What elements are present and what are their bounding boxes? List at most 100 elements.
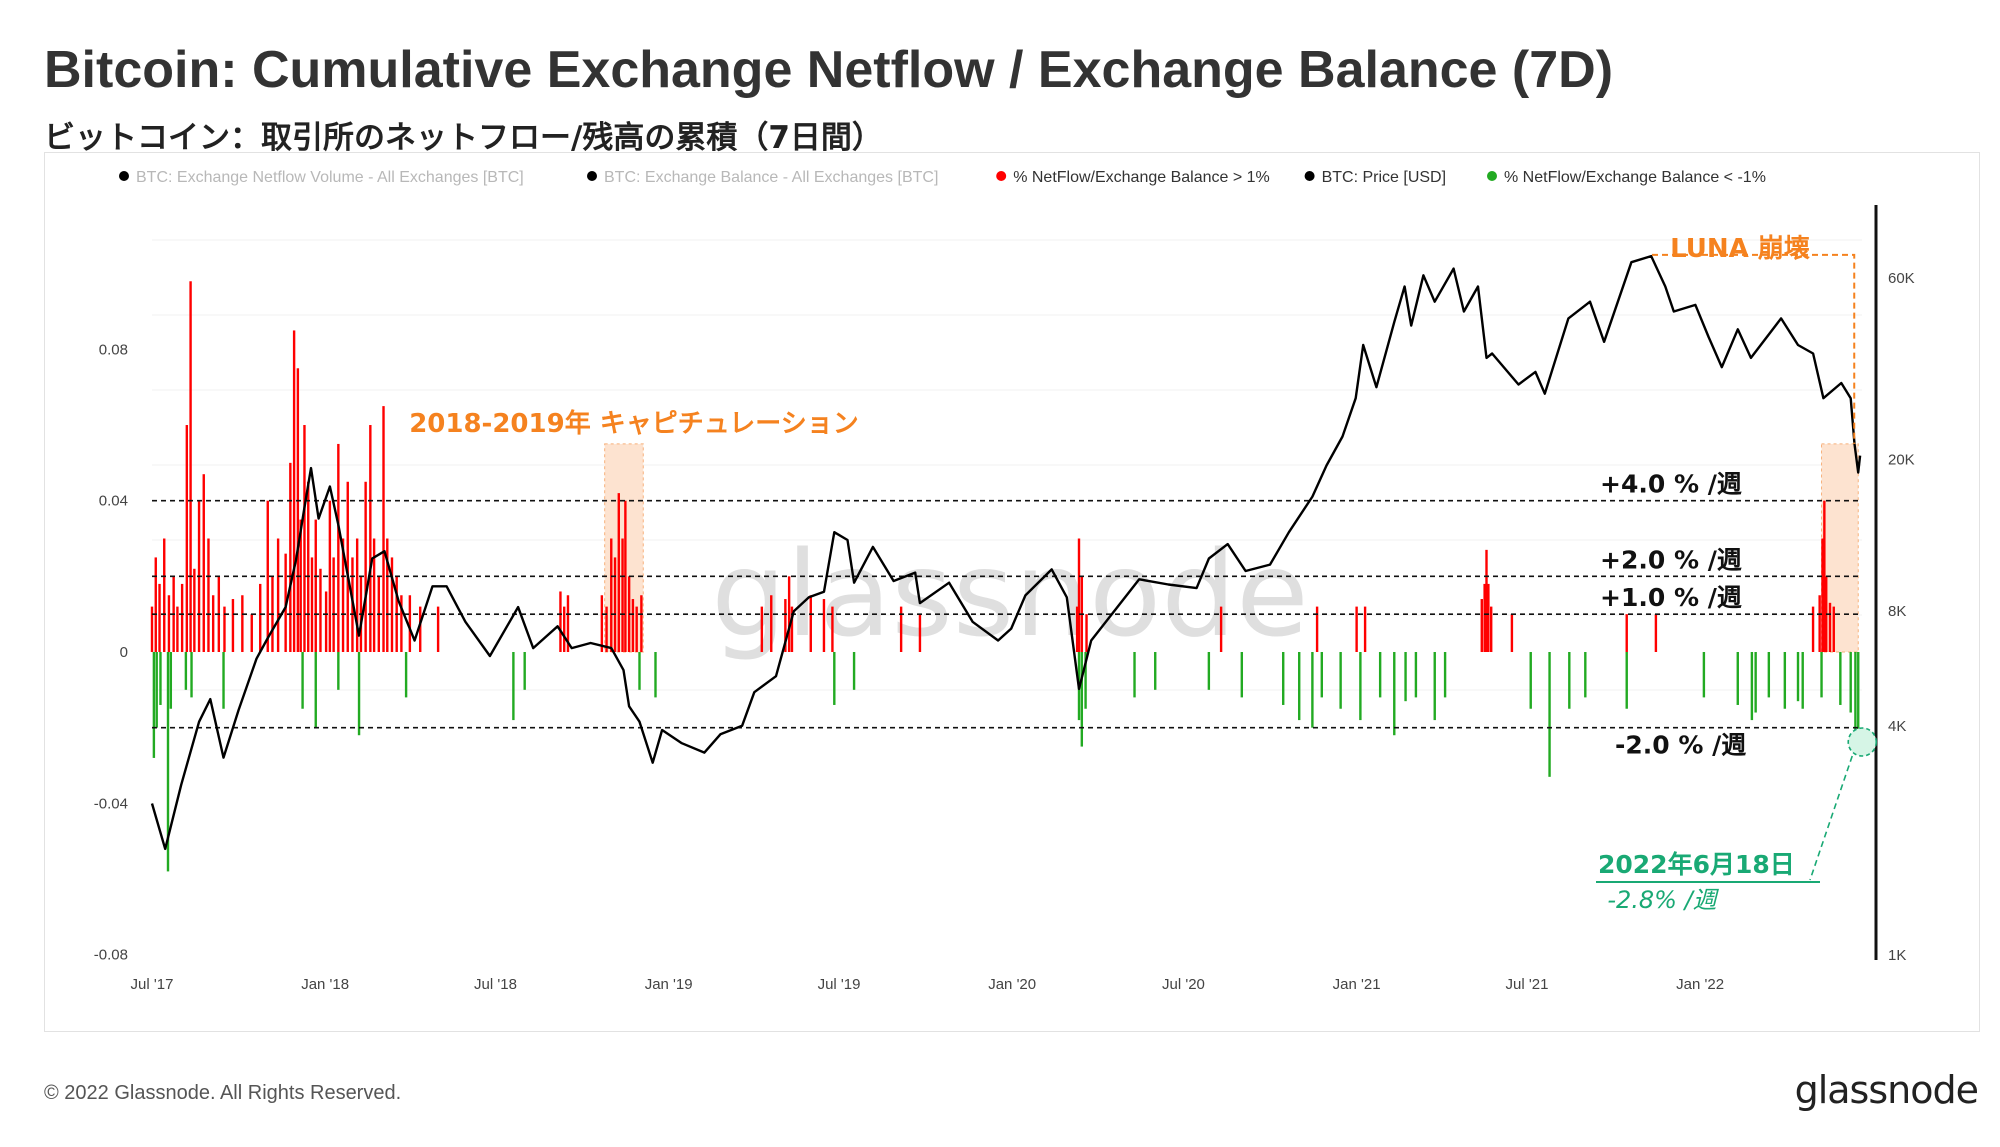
positive-bar	[419, 606, 422, 652]
legend-marker-2	[996, 171, 1007, 181]
negative-bar	[523, 652, 526, 690]
positive-bar	[299, 519, 302, 652]
positive-bar	[408, 595, 412, 652]
negative-bar	[190, 652, 193, 698]
positive-bar	[154, 557, 157, 652]
negative-bar	[1393, 652, 1396, 736]
legend-label-0: BTC: Exchange Netflow Volume - All Excha…	[136, 169, 524, 186]
positive-bar	[337, 443, 340, 652]
positive-bar	[640, 595, 643, 652]
x-tick-2: Jul '18	[474, 976, 517, 993]
positive-bar	[176, 606, 179, 652]
negative-bar	[1339, 652, 1342, 709]
positive-bar	[605, 606, 608, 652]
negative-bar	[337, 652, 340, 690]
price-series-line	[150, 254, 1862, 851]
legend-label-4: % NetFlow/Exchange Balance < -1%	[1504, 169, 1766, 186]
positive-bar	[559, 591, 562, 652]
positive-bar	[296, 368, 300, 652]
callout-value-label: -2.8% /週	[1607, 886, 1719, 914]
y-right-tick-4: 1K	[1888, 947, 1906, 964]
positive-bar	[1480, 599, 1483, 652]
negative-bar	[166, 652, 170, 872]
price-line	[150, 254, 1862, 851]
negative-bar	[301, 652, 304, 709]
positive-bar	[1811, 606, 1815, 652]
positive-bar	[180, 583, 184, 652]
negative-bar	[1702, 652, 1706, 698]
negative-bar	[1529, 652, 1532, 709]
negative-bar	[404, 652, 408, 698]
negative-bar	[1311, 652, 1314, 728]
negative-bar	[1548, 652, 1551, 777]
positive-bar	[624, 500, 627, 652]
positive-bar	[1355, 606, 1358, 652]
positive-bar	[223, 606, 226, 652]
negative-bar	[184, 652, 188, 690]
positive-bar	[314, 519, 317, 652]
positive-bar	[185, 425, 189, 652]
x-tick-5: Jan '20	[988, 976, 1036, 993]
positive-bar	[784, 599, 787, 652]
x-tick-3: Jan '19	[645, 976, 693, 993]
positive-bar	[610, 538, 613, 652]
x-tick-0: Jul '17	[131, 976, 174, 993]
callout-leader	[1809, 755, 1853, 881]
positive-bar	[790, 606, 794, 652]
positive-bar	[899, 606, 903, 652]
positive-bar	[621, 538, 624, 652]
positive-bar	[292, 330, 296, 652]
y-left-tick-4: -0.08	[94, 947, 128, 964]
negative-bar	[1207, 652, 1211, 690]
positive-bar	[369, 425, 372, 652]
legend-marker-0	[119, 171, 129, 181]
positive-bar	[332, 557, 335, 652]
negative-bar	[1359, 652, 1362, 721]
positive-bar	[202, 474, 205, 652]
positive-bar	[241, 595, 244, 652]
negative-bar	[1568, 652, 1571, 709]
positive-bar	[617, 493, 620, 652]
positive-bar	[259, 583, 262, 652]
negative-bar	[852, 652, 856, 690]
positive-bar	[1483, 583, 1486, 652]
negative-bar	[1754, 652, 1757, 713]
positive-bar	[770, 595, 773, 652]
positive-bar	[1654, 614, 1658, 652]
reference-lines: +4.0 % /週 +2.0 % /週 +1.0 % /週 -2.0 % /週	[152, 470, 1858, 760]
positive-bar	[1315, 606, 1319, 652]
positive-bar	[787, 576, 791, 652]
negative-bar	[1857, 652, 1860, 740]
y-right-tick-0: 60K	[1888, 270, 1915, 287]
positive-bar	[613, 557, 617, 652]
negative-bar	[222, 652, 225, 709]
negative-bar	[159, 652, 162, 705]
negative-bar	[152, 652, 156, 758]
positive-bar	[1219, 606, 1223, 652]
y-left-tick-3: -0.04	[94, 795, 128, 812]
positive-bar	[189, 281, 192, 652]
positive-bar	[1832, 606, 1835, 652]
positive-bar	[207, 538, 210, 652]
y-right-tick-1: 20K	[1888, 452, 1915, 469]
positive-bar	[631, 599, 635, 652]
negative-bar	[1084, 652, 1087, 709]
positive-bar	[600, 595, 604, 652]
negative-bar	[1801, 652, 1804, 709]
positive-bar	[276, 538, 280, 652]
y-left-tick-2: 0	[120, 644, 128, 661]
negative-bar	[1282, 652, 1285, 705]
legend-label-1: BTC: Exchange Balance - All Exchanges [B…	[604, 169, 938, 186]
annotations: 2018-2019年 キャピチュレーション LUNA 崩壊 2022年6月18日 -2…	[409, 234, 1878, 914]
negative-bar	[314, 652, 317, 728]
positive-bar	[1828, 602, 1832, 652]
positive-bar	[341, 538, 345, 652]
positive-bar	[566, 595, 570, 652]
negative-bar	[1298, 652, 1301, 721]
negative-bar	[1796, 652, 1800, 702]
positive-bar	[809, 595, 812, 652]
negative-bar	[1839, 652, 1842, 705]
positive-bar	[1818, 595, 1821, 652]
positive-bar	[563, 606, 566, 652]
